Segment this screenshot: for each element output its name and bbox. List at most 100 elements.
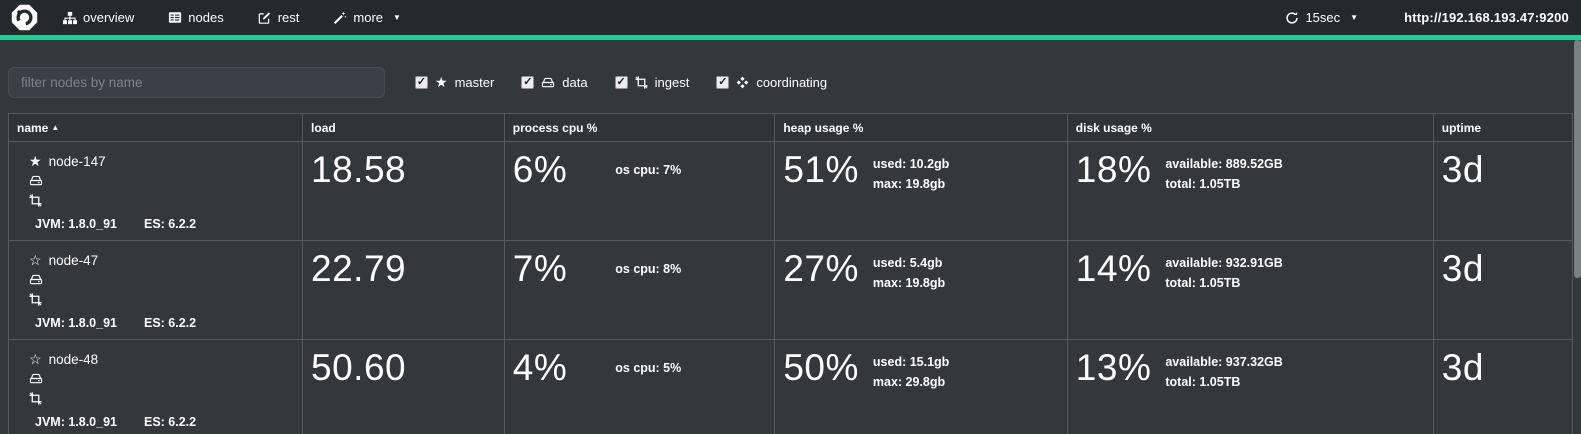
cerebro-logo-icon bbox=[11, 4, 38, 31]
role-filters: ✓ ★ master ✓ data ✓ ingest ✓ bbox=[415, 75, 827, 90]
es-version: ES: 6.2.2 bbox=[144, 316, 197, 330]
master-star-icon: ★ bbox=[435, 74, 448, 90]
crop-icon bbox=[635, 76, 648, 89]
checkbox-checked-icon[interactable]: ✓ bbox=[521, 76, 535, 89]
list-icon bbox=[169, 12, 182, 23]
column-header-load[interactable]: load bbox=[302, 113, 505, 142]
uptime-value: 3d bbox=[1441, 347, 1484, 388]
node-versions: JVM: 1.8.0_91 ES: 6.2.2 bbox=[29, 217, 294, 231]
sitemap-icon bbox=[63, 11, 77, 24]
heap-value: 50% bbox=[783, 347, 859, 388]
column-header-label: disk usage % bbox=[1075, 120, 1152, 135]
checkbox-checked-icon[interactable]: ✓ bbox=[614, 76, 628, 89]
column-header-label: heap usage % bbox=[783, 120, 864, 135]
os-cpu-detail: os cpu: 5% bbox=[615, 361, 682, 375]
uptime-value: 3d bbox=[1441, 149, 1484, 190]
heap-max: max: 19.8gb bbox=[872, 276, 946, 290]
node-name-link[interactable]: ★ node-147 bbox=[29, 153, 294, 170]
refresh-interval-dropdown[interactable]: 15sec ▼ bbox=[1285, 10, 1358, 25]
nav-item-overview[interactable]: overview bbox=[63, 10, 134, 25]
magic-icon bbox=[334, 11, 347, 24]
node-name-link[interactable]: ☆ node-47 bbox=[29, 252, 294, 269]
uptime-cell: 3d bbox=[1432, 240, 1574, 340]
nav-item-more[interactable]: more ▼ bbox=[333, 10, 401, 25]
node-name-link[interactable]: ☆ node-48 bbox=[29, 351, 294, 368]
disk-cell: 14% available: 932.91GB total: 1.05TB bbox=[1066, 240, 1434, 340]
data-role-icon bbox=[29, 170, 294, 190]
nav-item-rest[interactable]: rest bbox=[258, 10, 299, 25]
master-star-icon: ☆ bbox=[29, 252, 42, 268]
heap-used: used: 15.1gb bbox=[872, 355, 950, 369]
jvm-version: JVM: 1.8.0_91 bbox=[35, 316, 117, 330]
nodes-table: name ▲ load process cpu % heap usage % di… bbox=[7, 113, 1574, 434]
column-header-disk-usage[interactable]: disk usage % bbox=[1066, 113, 1434, 142]
ingest-role-icon bbox=[29, 190, 294, 210]
column-header-name[interactable]: name ▲ bbox=[7, 113, 304, 142]
table-row: ☆ node-48 JVM: 1.8.0_91 ES: 6.2.2 50.60 4 bbox=[7, 339, 1574, 434]
disk-total: total: 1.05TB bbox=[1165, 177, 1241, 191]
checkbox-checked-icon[interactable]: ✓ bbox=[716, 76, 730, 89]
column-header-label: uptime bbox=[1441, 120, 1482, 135]
nav-item-label: nodes bbox=[188, 10, 224, 25]
role-filter-data[interactable]: ✓ data bbox=[521, 75, 588, 90]
checkbox-checked-icon[interactable]: ✓ bbox=[415, 76, 428, 89]
cpu-value: 7% bbox=[512, 248, 568, 289]
disk-value: 14% bbox=[1075, 248, 1152, 289]
column-header-uptime[interactable]: uptime bbox=[1432, 113, 1574, 142]
filter-nodes-input[interactable] bbox=[8, 67, 385, 98]
disk-value: 13% bbox=[1075, 347, 1152, 388]
chevron-down-icon: ▼ bbox=[1350, 13, 1359, 22]
column-header-label: name bbox=[17, 120, 49, 135]
role-filter-ingest[interactable]: ✓ ingest bbox=[614, 75, 690, 90]
role-filter-label: ingest bbox=[654, 75, 690, 90]
cpu-value: 4% bbox=[512, 347, 568, 388]
vertical-scrollbar-thumb[interactable] bbox=[1574, 40, 1581, 278]
role-filter-label: coordinating bbox=[756, 75, 828, 90]
heap-max: max: 29.8gb bbox=[872, 375, 946, 389]
jvm-version: JVM: 1.8.0_91 bbox=[35, 415, 117, 429]
hdd-icon bbox=[542, 77, 555, 88]
nav-item-label: more bbox=[353, 10, 384, 25]
role-filter-master[interactable]: ✓ ★ master bbox=[415, 75, 494, 90]
chevron-down-icon: ▼ bbox=[393, 13, 401, 22]
heap-cell: 51% used: 10.2gb max: 19.8gb bbox=[774, 141, 1068, 241]
node-name-cell: ★ node-147 JVM: 1.8.0_91 ES: 6.2.2 bbox=[7, 141, 304, 241]
disk-available: available: 889.52GB bbox=[1165, 157, 1283, 171]
table-header-row: name ▲ load process cpu % heap usage % di… bbox=[7, 113, 1574, 142]
top-nav: overview nodes rest more ▼ 15sec bbox=[0, 0, 1581, 35]
cpu-cell: 7% os cpu: 8% bbox=[503, 240, 776, 340]
ingest-role-icon bbox=[29, 289, 294, 309]
refresh-interval-label: 15sec bbox=[1305, 10, 1341, 25]
uptime-cell: 3d bbox=[1432, 141, 1574, 241]
load-cell: 50.60 bbox=[302, 339, 505, 434]
nav-right-group: 15sec ▼ http://192.168.193.47:9200 bbox=[1285, 10, 1569, 25]
load-value: 18.58 bbox=[311, 149, 407, 190]
heap-max: max: 19.8gb bbox=[872, 177, 946, 191]
heap-value: 51% bbox=[783, 149, 859, 190]
table-row: ☆ node-47 JVM: 1.8.0_91 ES: 6.2.2 22.79 7 bbox=[7, 240, 1574, 340]
master-star-icon: ☆ bbox=[29, 351, 42, 367]
edit-icon bbox=[258, 12, 270, 24]
node-name-cell: ☆ node-48 JVM: 1.8.0_91 ES: 6.2.2 bbox=[7, 339, 304, 434]
cerebro-logo[interactable] bbox=[8, 4, 41, 31]
es-version: ES: 6.2.2 bbox=[144, 217, 197, 231]
role-filter-label: data bbox=[562, 75, 588, 90]
role-filter-coordinating[interactable]: ✓ coordinating bbox=[716, 75, 827, 90]
column-header-label: load bbox=[311, 120, 336, 135]
cluster-health-bar bbox=[0, 35, 1581, 40]
nav-item-label: overview bbox=[83, 10, 135, 25]
node-versions: JVM: 1.8.0_91 ES: 6.2.2 bbox=[29, 316, 294, 330]
jvm-version: JVM: 1.8.0_91 bbox=[35, 217, 117, 231]
os-cpu-detail: os cpu: 8% bbox=[615, 262, 682, 276]
data-role-icon bbox=[29, 368, 294, 388]
filter-row: ✓ ★ master ✓ data ✓ ingest ✓ bbox=[8, 67, 1573, 98]
table-row: ★ node-147 JVM: 1.8.0_91 ES: 6.2.2 18.58 bbox=[7, 141, 1574, 241]
nav-item-nodes[interactable]: nodes bbox=[168, 10, 224, 25]
node-name: node-147 bbox=[48, 154, 106, 169]
uptime-cell: 3d bbox=[1432, 339, 1574, 434]
sort-asc-icon: ▲ bbox=[51, 122, 60, 132]
column-header-heap-usage[interactable]: heap usage % bbox=[774, 113, 1068, 142]
es-version: ES: 6.2.2 bbox=[144, 415, 197, 429]
column-header-process-cpu[interactable]: process cpu % bbox=[503, 113, 776, 142]
heap-used: used: 5.4gb bbox=[872, 256, 943, 270]
